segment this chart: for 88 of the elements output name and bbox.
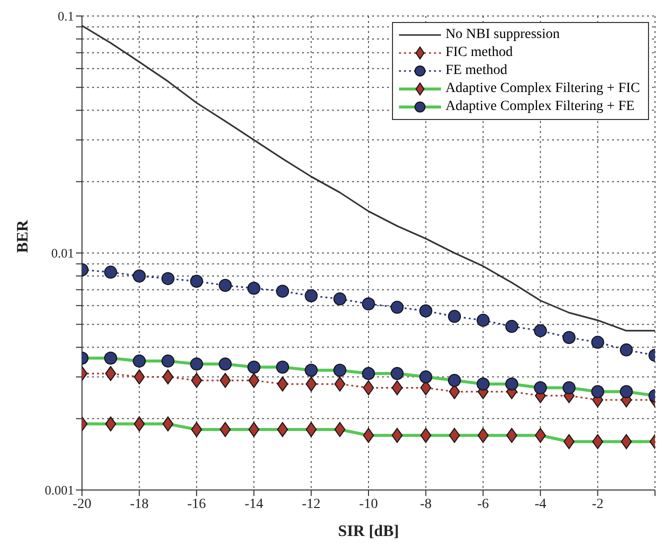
x-axis-title: SIR [dB]	[338, 523, 399, 540]
point	[334, 376, 346, 392]
y-tick-label: 0.1	[58, 8, 74, 24]
point	[362, 297, 375, 310]
point	[592, 434, 604, 450]
x-tick-label: -16	[187, 496, 206, 512]
point	[104, 352, 118, 365]
point	[390, 300, 404, 314]
point	[304, 289, 318, 302]
point	[591, 336, 604, 349]
point	[161, 272, 174, 286]
point	[218, 358, 232, 371]
point	[420, 428, 432, 443]
point	[333, 364, 346, 377]
point	[478, 428, 489, 443]
point	[534, 428, 546, 443]
point	[419, 304, 432, 318]
legend-label: FE method	[445, 62, 508, 80]
point	[562, 381, 576, 394]
point	[448, 374, 461, 387]
point	[448, 428, 460, 443]
point	[248, 372, 260, 388]
x-tick-label: -12	[302, 496, 321, 512]
point	[132, 269, 146, 282]
legend-label: Adaptive Complex Filtering + FE	[445, 98, 635, 116]
point	[363, 428, 374, 443]
point	[105, 366, 116, 382]
x-tick-label: -20	[72, 496, 92, 512]
x-tick-label: -8	[420, 496, 432, 512]
point	[276, 360, 290, 374]
point	[362, 367, 375, 380]
point	[534, 381, 547, 394]
legend-label: Adaptive Complex Filtering + FIC	[445, 80, 640, 98]
y-tick-label: 0.001	[44, 482, 74, 498]
legend-label: FIC method	[445, 44, 513, 62]
point	[505, 378, 518, 391]
y-tick-label: 0.01	[51, 246, 74, 261]
point	[506, 428, 518, 443]
point	[505, 320, 518, 333]
point	[304, 364, 318, 377]
point	[134, 369, 145, 384]
x-tick-label: -2	[592, 496, 604, 512]
point	[591, 385, 604, 398]
x-tick-label: -10	[359, 496, 378, 512]
point	[220, 372, 231, 388]
x-tick-label: -18	[130, 496, 149, 512]
point	[277, 422, 288, 437]
point	[162, 369, 174, 384]
point	[419, 370, 432, 384]
point	[161, 354, 174, 368]
x-tick-label: -14	[244, 496, 264, 512]
point	[392, 428, 403, 443]
point	[476, 314, 490, 327]
point	[134, 416, 145, 432]
point	[247, 282, 260, 295]
point	[190, 274, 204, 288]
point	[247, 360, 260, 374]
point	[132, 354, 146, 368]
point	[390, 367, 404, 380]
point	[333, 292, 346, 306]
point	[334, 422, 346, 437]
point	[191, 422, 202, 437]
point	[363, 380, 374, 396]
point	[562, 331, 576, 344]
legend-label: No NBI suppression	[445, 26, 560, 44]
point	[276, 284, 290, 298]
x-tick-label: -4	[534, 496, 546, 512]
point	[620, 434, 632, 450]
point	[218, 278, 232, 292]
point	[105, 416, 116, 432]
point	[104, 266, 118, 279]
point	[306, 376, 317, 392]
point	[248, 422, 260, 437]
point	[306, 422, 317, 437]
point	[220, 422, 231, 437]
point	[190, 358, 204, 371]
point	[162, 416, 174, 432]
x-tick-label: -6	[477, 496, 489, 512]
point	[448, 310, 461, 323]
y-axis-title: BER	[14, 220, 32, 253]
point	[620, 343, 633, 356]
point	[392, 380, 403, 396]
point	[564, 434, 575, 450]
point	[476, 378, 490, 391]
point	[534, 324, 547, 338]
point	[277, 376, 288, 392]
point	[620, 385, 633, 398]
point	[191, 372, 202, 388]
